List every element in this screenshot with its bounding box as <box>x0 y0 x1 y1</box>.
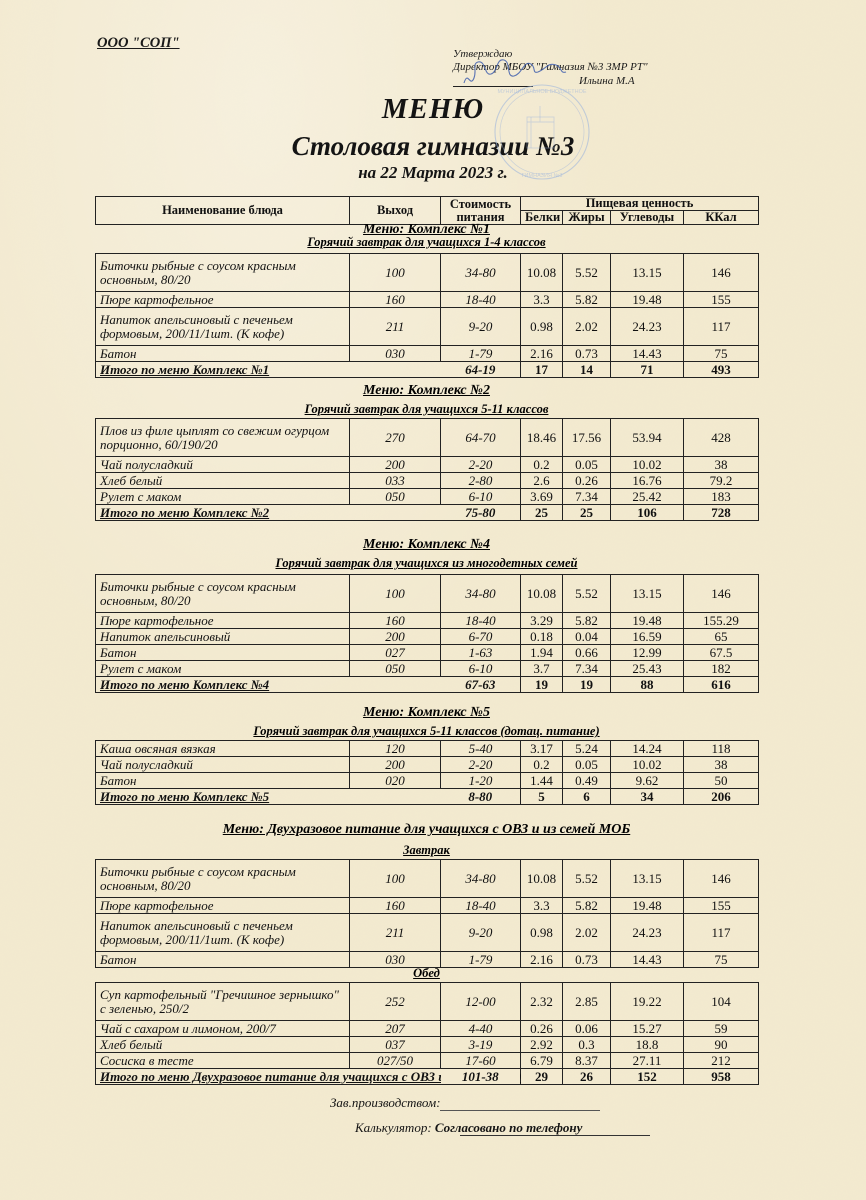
svg-text:ГИМНАЗИЯ №3: ГИМНАЗИЯ №3 <box>522 173 563 179</box>
